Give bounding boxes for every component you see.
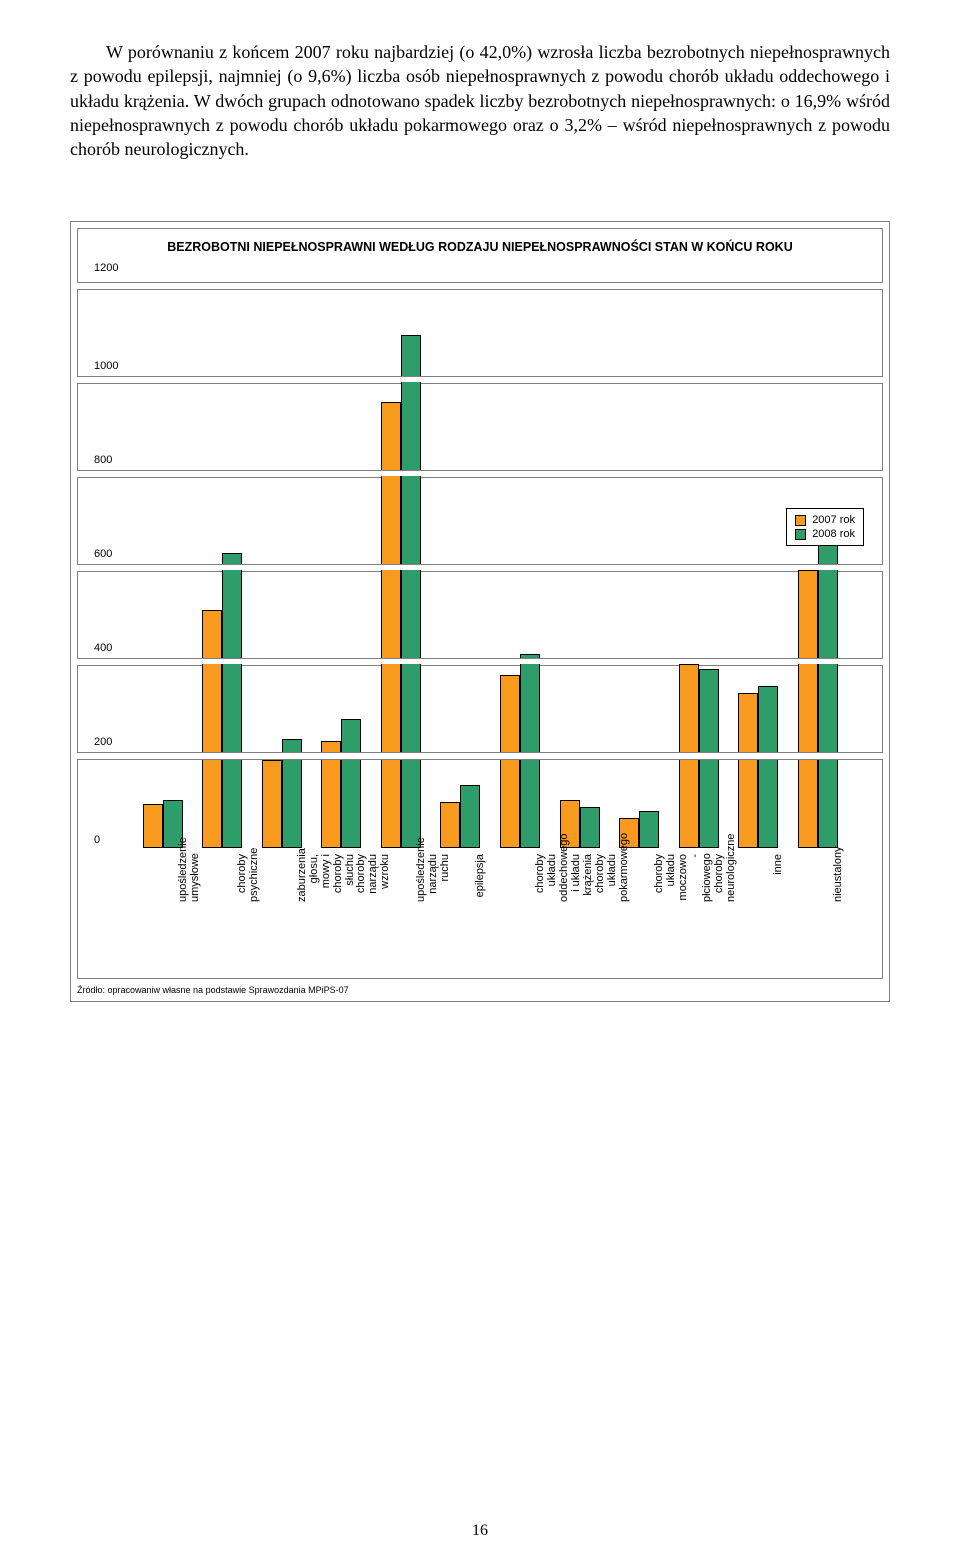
x-axis-label: nieustalony	[832, 854, 844, 902]
legend-swatch-2008	[795, 529, 806, 540]
chart-grid-row: 600 2007 rok 2008 rok	[77, 477, 883, 565]
y-tick-0: 0	[94, 834, 100, 846]
bar	[401, 382, 421, 470]
x-axis-label: choroby układu moczowo - płciowego	[653, 854, 713, 902]
y-tick-200: 200	[94, 736, 112, 748]
bar	[440, 802, 460, 848]
chart-grid-row: 400	[77, 571, 883, 659]
bars-area	[128, 666, 872, 752]
bar	[460, 785, 480, 849]
x-axis-label: inne	[772, 854, 784, 902]
bar	[341, 760, 361, 848]
bars-area	[128, 290, 872, 376]
legend-label: 2008 rok	[812, 528, 855, 540]
bar	[738, 693, 758, 752]
y-tick-400: 400	[94, 642, 112, 654]
bar	[520, 664, 540, 752]
x-axis-labels: upośledzenie umysłowe choroby psychiczne z…	[128, 854, 872, 978]
chart-grid-row: 0 upośledzenie umysłowe choroby psychiczn…	[77, 759, 883, 979]
legend-swatch-2007	[795, 515, 806, 526]
bar	[381, 476, 401, 564]
chart-source: Źródło: opracowaniw własne na podstawie …	[77, 985, 883, 995]
bar	[758, 760, 778, 848]
bar	[580, 807, 600, 849]
body-paragraph: W porównaniu z końcem 2007 roku najbardz…	[70, 40, 890, 161]
legend-item: 2008 rok	[795, 527, 855, 541]
x-axis-label: upośledzenie umysłowe	[177, 854, 201, 902]
bar	[401, 570, 421, 658]
bar	[143, 804, 163, 848]
bar	[758, 686, 778, 752]
bar	[401, 664, 421, 752]
bar	[222, 570, 242, 658]
bar	[699, 760, 719, 848]
bar	[381, 664, 401, 752]
chart-title: BEZROBOTNI NIEPEŁNOSPRAWNI WEDŁUG RODZAJ…	[90, 239, 870, 256]
bar	[282, 760, 302, 848]
bar	[679, 760, 699, 848]
bars-area	[128, 478, 872, 564]
bars-area	[128, 760, 872, 848]
y-tick-1000: 1000	[94, 360, 118, 372]
bar	[222, 664, 242, 752]
bar	[699, 669, 719, 753]
chart-title-row: BEZROBOTNI NIEPEŁNOSPRAWNI WEDŁUG RODZAJ…	[77, 228, 883, 283]
bar	[202, 664, 222, 752]
bar	[798, 570, 818, 658]
bar	[679, 664, 699, 752]
bar	[381, 570, 401, 658]
bar	[401, 476, 421, 564]
bar	[262, 760, 282, 848]
bar	[202, 610, 222, 658]
chart-legend: 2007 rok 2008 rok	[786, 508, 864, 546]
bar	[222, 553, 242, 564]
bar	[500, 675, 520, 752]
bar	[520, 760, 540, 848]
y-tick-800: 800	[94, 454, 112, 466]
bar	[798, 760, 818, 848]
y-tick-600: 600	[94, 548, 112, 560]
bar	[818, 664, 838, 752]
bars-area	[128, 572, 872, 658]
chart-grid-row: 200	[77, 665, 883, 753]
bar	[818, 760, 838, 848]
bar	[341, 719, 361, 752]
bar	[738, 760, 758, 848]
x-axis-label: choroby psychiczne	[236, 854, 260, 902]
x-axis-label: choroby narządu wzroku	[355, 854, 391, 902]
bar	[282, 739, 302, 752]
x-axis-label: zaburzenia głosu, mowy i choroby słuchu	[296, 854, 356, 902]
x-axis-label: choroby układu oddechowego i układu krąż…	[534, 854, 594, 902]
y-tick-1200: 1200	[94, 262, 118, 274]
chart-grid-row: 1000	[77, 289, 883, 377]
x-axis-label: upośledzenie narządu ruchu	[415, 854, 451, 902]
bars-area	[128, 384, 872, 470]
bar	[818, 570, 838, 658]
bar	[381, 760, 401, 848]
bar	[520, 654, 540, 658]
bar	[401, 335, 421, 377]
bar	[202, 760, 222, 848]
bar	[321, 741, 341, 752]
chart-container: BEZROBOTNI NIEPEŁNOSPRAWNI WEDŁUG RODZAJ…	[70, 221, 890, 1002]
bar	[500, 760, 520, 848]
bar	[401, 760, 421, 848]
bar	[222, 760, 242, 848]
bar	[798, 664, 818, 752]
x-axis-label: epilepsja	[474, 854, 486, 902]
chart-grid-row: 800	[77, 383, 883, 471]
page-number: 16	[70, 1522, 890, 1540]
bar	[381, 402, 401, 470]
legend-label: 2007 rok	[812, 514, 855, 526]
bar	[639, 811, 659, 848]
x-axis-label: choroby neurologiczne	[713, 854, 737, 902]
bar	[321, 760, 341, 848]
x-axis-label: choroby układu pokarmowego	[594, 854, 630, 902]
legend-item: 2007 rok	[795, 513, 855, 527]
